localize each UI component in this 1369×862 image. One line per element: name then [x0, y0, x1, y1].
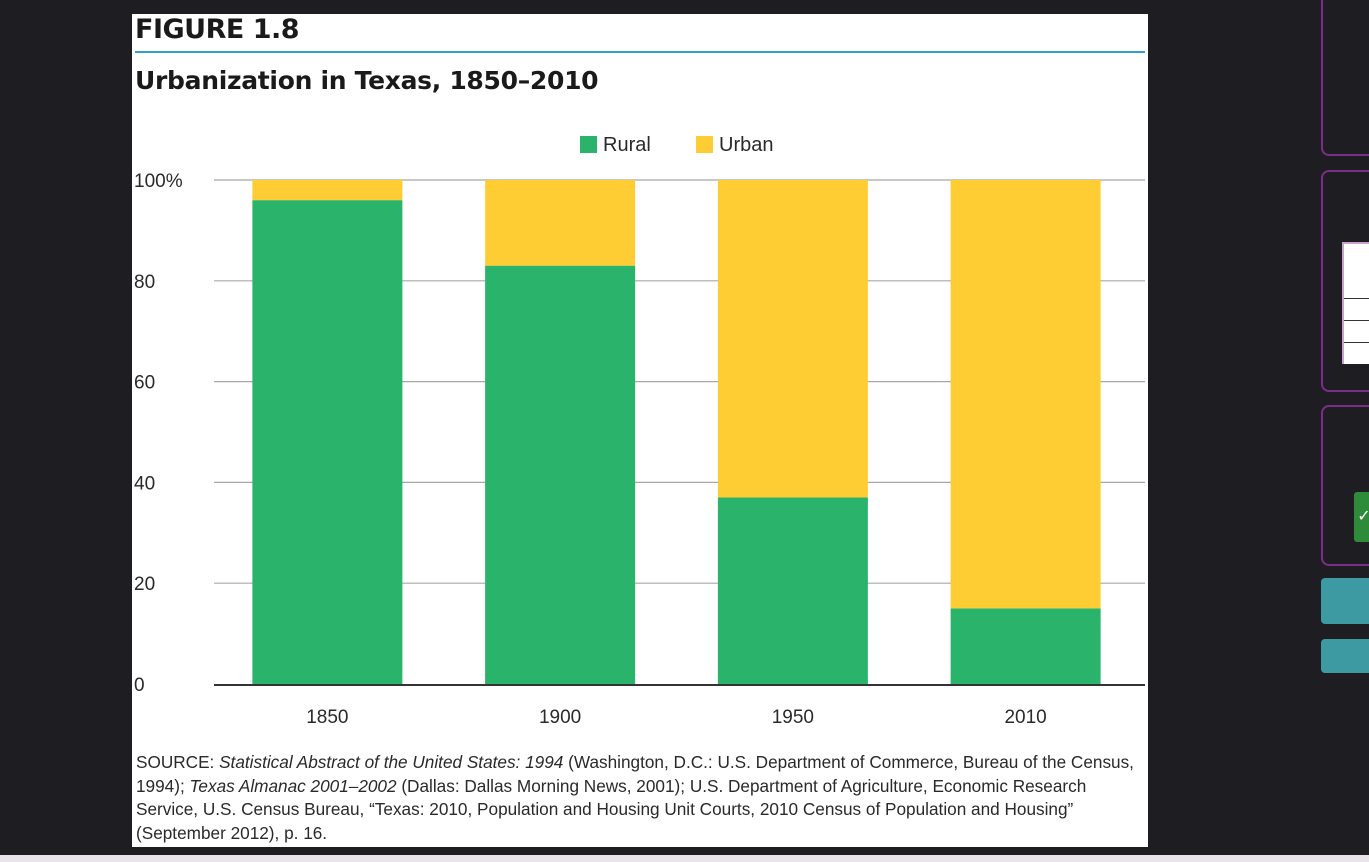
- source-part-3: (Dallas: Dallas Morning News, 2001); U.S…: [136, 775, 1087, 843]
- x-tick-label: 1950: [772, 707, 814, 728]
- y-tick-label: 40: [134, 473, 155, 494]
- y-tick-label: 0: [134, 675, 145, 696]
- source-prefix: SOURCE:: [136, 752, 220, 772]
- source-part-0: Statistical Abstract of the United State…: [219, 752, 564, 772]
- figure: FIGURE 1.8 Urbanization in Texas, 1850–2…: [132, 14, 1148, 847]
- bar-urban-1850: [252, 180, 403, 201]
- x-tick-label: 2010: [1004, 707, 1046, 728]
- teal-button-1[interactable]: [1321, 578, 1369, 624]
- title-rule: [135, 51, 1145, 53]
- bottom-strip: [0, 855, 1369, 862]
- y-tick-label: 100%: [134, 171, 183, 192]
- legend: Rural Urban: [580, 134, 773, 156]
- x-tick-label: 1900: [539, 707, 581, 728]
- source-part-1: (Washington, D.C.: U.S. Department of Co…: [136, 752, 1134, 796]
- check-icon[interactable]: ✓: [1354, 492, 1369, 542]
- bar-rural-1950: [717, 497, 868, 684]
- teal-button-2[interactable]: [1321, 639, 1369, 673]
- bar-urban-1900: [485, 180, 636, 266]
- y-tick-label: 80: [134, 272, 155, 293]
- bar-rural-2010: [950, 608, 1101, 684]
- side-panel-top[interactable]: [1321, 0, 1369, 156]
- source-note: SOURCE: Statistical Abstract of the Unit…: [136, 751, 1141, 845]
- bar-rural-1850: [252, 200, 403, 684]
- side-panel-check[interactable]: ✓: [1321, 405, 1369, 566]
- bar-rural-1900: [485, 265, 636, 684]
- x-tick-label: 1850: [306, 707, 348, 728]
- figure-title: Urbanization in Texas, 1850–2010: [135, 66, 599, 95]
- bar-urban-1950: [717, 180, 868, 498]
- source-part-2: Texas Almanac 2001–2002: [189, 775, 397, 796]
- side-panel-chart[interactable]: [1321, 170, 1369, 392]
- bar-urban-2010: [950, 180, 1101, 609]
- figure-label: FIGURE 1.8: [135, 14, 300, 45]
- axes: 0 20 40 60 80 100% 1850 1900 1950 2010: [134, 171, 1145, 728]
- mini-chart-thumbnail: [1342, 242, 1369, 364]
- y-tick-label: 20: [134, 574, 155, 595]
- stacked-bar-chart: 0 20 40 60 80 100% 1850 1900 1950 2010 Rural Urban: [134, 134, 1145, 728]
- legend-swatch-rural: [580, 136, 597, 153]
- legend-label-rural: Rural: [603, 134, 651, 156]
- legend-label-urban: Urban: [719, 134, 773, 156]
- y-tick-label: 60: [134, 373, 155, 394]
- legend-swatch-urban: [696, 136, 713, 153]
- bars: [252, 180, 1101, 684]
